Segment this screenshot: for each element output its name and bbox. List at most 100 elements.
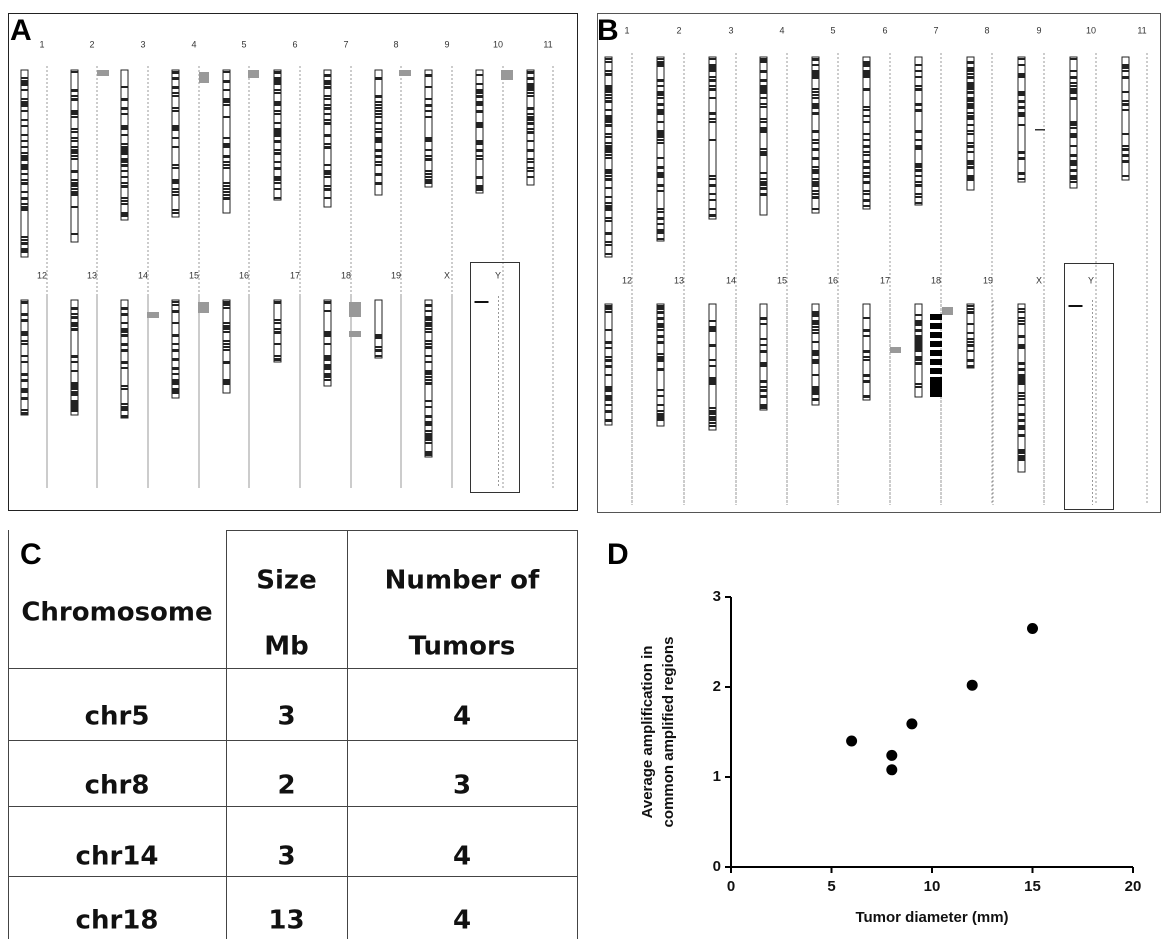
band <box>224 194 230 196</box>
band <box>864 76 870 78</box>
band <box>710 416 716 419</box>
band <box>916 314 922 316</box>
band <box>426 104 432 107</box>
chromosome-label: 8 <box>393 39 398 49</box>
band <box>606 94 612 96</box>
band <box>813 329 819 331</box>
table-header: Tumors <box>409 632 516 662</box>
table-cell: 13 <box>268 906 304 936</box>
band <box>710 118 716 120</box>
band <box>606 109 612 111</box>
band <box>916 193 922 195</box>
band <box>710 214 716 217</box>
band <box>813 94 819 96</box>
band <box>122 182 128 184</box>
band <box>376 95 382 98</box>
band <box>1071 145 1077 147</box>
y-box <box>471 263 520 493</box>
band <box>22 409 28 411</box>
band <box>477 74 483 76</box>
band <box>761 178 767 180</box>
chromosome-label: 13 <box>674 275 684 285</box>
band <box>761 172 767 174</box>
band <box>275 104 281 106</box>
band <box>224 382 230 385</box>
band <box>1123 67 1129 69</box>
chromosome-label: 4 <box>779 25 784 35</box>
band <box>426 322 432 325</box>
band <box>477 83 483 85</box>
band <box>606 232 612 235</box>
chromosome <box>121 300 128 418</box>
band <box>173 179 179 182</box>
band <box>426 331 432 333</box>
band <box>761 344 767 346</box>
band <box>22 146 28 148</box>
band <box>968 130 974 132</box>
band <box>761 130 767 133</box>
band <box>813 374 819 376</box>
band <box>813 172 819 174</box>
band <box>1019 311 1025 313</box>
band <box>864 109 870 111</box>
band <box>606 395 612 398</box>
band <box>813 311 819 314</box>
band <box>122 361 128 364</box>
point <box>886 764 897 775</box>
band <box>477 140 483 143</box>
band <box>813 103 819 106</box>
band <box>528 128 534 130</box>
panel-label: C <box>20 538 42 571</box>
chromosome-label: X <box>444 270 450 280</box>
band <box>1123 145 1129 147</box>
band <box>224 71 230 73</box>
band <box>1019 455 1025 458</box>
chromosome-label: 7 <box>343 39 348 49</box>
band <box>813 166 819 168</box>
band <box>1019 380 1025 383</box>
band <box>325 104 331 106</box>
amplification <box>930 323 942 329</box>
band <box>376 104 382 106</box>
band <box>22 134 28 136</box>
chromosome-label: 11 <box>543 39 552 49</box>
band <box>173 358 179 361</box>
band <box>761 106 767 108</box>
band <box>968 365 974 368</box>
band <box>325 358 331 361</box>
band <box>710 326 716 329</box>
band <box>1071 124 1077 126</box>
band <box>1019 73 1025 76</box>
band <box>275 182 281 184</box>
band <box>1019 368 1025 371</box>
band <box>426 343 432 345</box>
table-cell: chr8 <box>85 771 150 801</box>
band <box>477 188 483 191</box>
band <box>325 98 331 100</box>
chromosome-label: 2 <box>676 25 681 35</box>
band <box>224 155 230 158</box>
band <box>761 184 767 186</box>
band <box>275 122 281 124</box>
band <box>968 344 974 347</box>
band <box>224 188 230 190</box>
band <box>426 158 432 161</box>
band <box>173 107 179 109</box>
band <box>528 176 534 178</box>
band <box>376 116 382 118</box>
band <box>710 175 716 177</box>
band <box>173 391 179 394</box>
band <box>426 86 432 88</box>
band <box>122 113 128 115</box>
panel-label: A <box>10 14 32 47</box>
band <box>426 382 432 385</box>
band <box>968 350 974 352</box>
band <box>477 110 483 113</box>
band <box>813 130 819 133</box>
amplification <box>890 347 901 353</box>
band <box>1019 458 1025 461</box>
band <box>72 391 78 394</box>
band <box>606 100 612 103</box>
band <box>710 377 716 380</box>
band <box>1071 88 1077 91</box>
